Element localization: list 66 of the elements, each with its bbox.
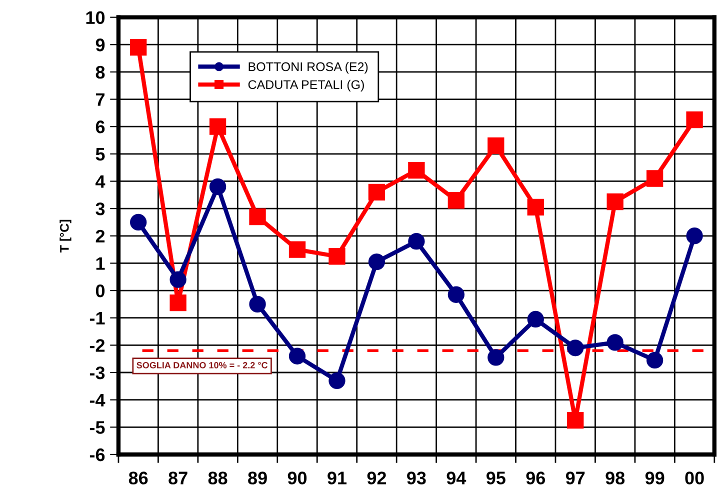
point — [448, 192, 465, 209]
x-tick-label: 89 — [248, 472, 267, 484]
legend-label: CADUTA PETALI (G) — [248, 80, 364, 92]
y-tick-label: 2 — [96, 230, 105, 242]
point — [328, 372, 346, 390]
legend-label: BOTTONI ROSA (E2) — [248, 62, 368, 74]
point — [488, 349, 504, 366]
point — [328, 248, 346, 265]
point — [288, 348, 306, 364]
point — [209, 178, 226, 196]
x-tick-label: 93 — [407, 472, 426, 484]
x-tick-label: 97 — [566, 472, 585, 484]
point — [408, 233, 425, 250]
ref-line-label: SOGLIA DANNO 10% = - 2.2 °C — [136, 362, 268, 368]
point — [130, 214, 147, 231]
y-tick-label: -5 — [90, 421, 105, 434]
y-tick-label: 4 — [96, 175, 106, 188]
x-tick-label: 86 — [128, 472, 148, 484]
x-tick-label: 90 — [288, 472, 307, 484]
point — [368, 184, 386, 200]
point — [527, 198, 544, 216]
point — [448, 286, 465, 303]
x-tick-label: 98 — [606, 472, 625, 484]
point — [170, 294, 186, 312]
point — [606, 193, 624, 210]
y-tick-label: 3 — [96, 202, 105, 216]
point — [686, 111, 703, 128]
y-tick-label: -6 — [90, 448, 105, 462]
point — [288, 241, 306, 258]
y-axis-title: T [°C] — [60, 220, 72, 252]
x-tick-label: 91 — [328, 472, 347, 484]
y-tick-label: 0 — [96, 284, 105, 298]
y-tick-label: 9 — [96, 38, 105, 52]
x-tick-label: 94 — [446, 472, 466, 484]
point — [130, 39, 147, 56]
point — [646, 170, 664, 187]
point — [209, 118, 226, 135]
y-tick-label: -4 — [90, 394, 106, 406]
point — [686, 228, 703, 244]
y-tick-label: 1 — [96, 257, 105, 270]
x-tick-label: 92 — [367, 472, 386, 484]
y-tick-label: 10 — [86, 11, 105, 24]
y-tick-label: 5 — [96, 148, 105, 161]
point — [408, 162, 425, 179]
y-tick-label: 7 — [96, 93, 104, 106]
x-tick-label: 87 — [168, 472, 188, 484]
x-tick-label: 88 — [208, 472, 228, 484]
x-tick-label: 00 — [685, 472, 704, 484]
point — [567, 340, 584, 356]
point — [368, 254, 386, 270]
x-tick-label: 96 — [526, 472, 546, 484]
point — [488, 137, 504, 154]
point — [170, 271, 186, 288]
x-tick-label: 95 — [486, 472, 506, 484]
y-tick-label: -3 — [90, 366, 105, 380]
point — [249, 208, 266, 226]
point — [567, 412, 584, 429]
point — [606, 334, 624, 351]
point — [646, 352, 664, 369]
x-tick-label: 99 — [645, 472, 664, 484]
point — [249, 296, 266, 313]
y-tick-label: -2 — [90, 339, 105, 352]
point — [527, 310, 544, 328]
y-tick-label: -1 — [90, 312, 105, 324]
y-tick-label: 6 — [96, 120, 105, 134]
y-tick-label: 8 — [96, 66, 105, 79]
